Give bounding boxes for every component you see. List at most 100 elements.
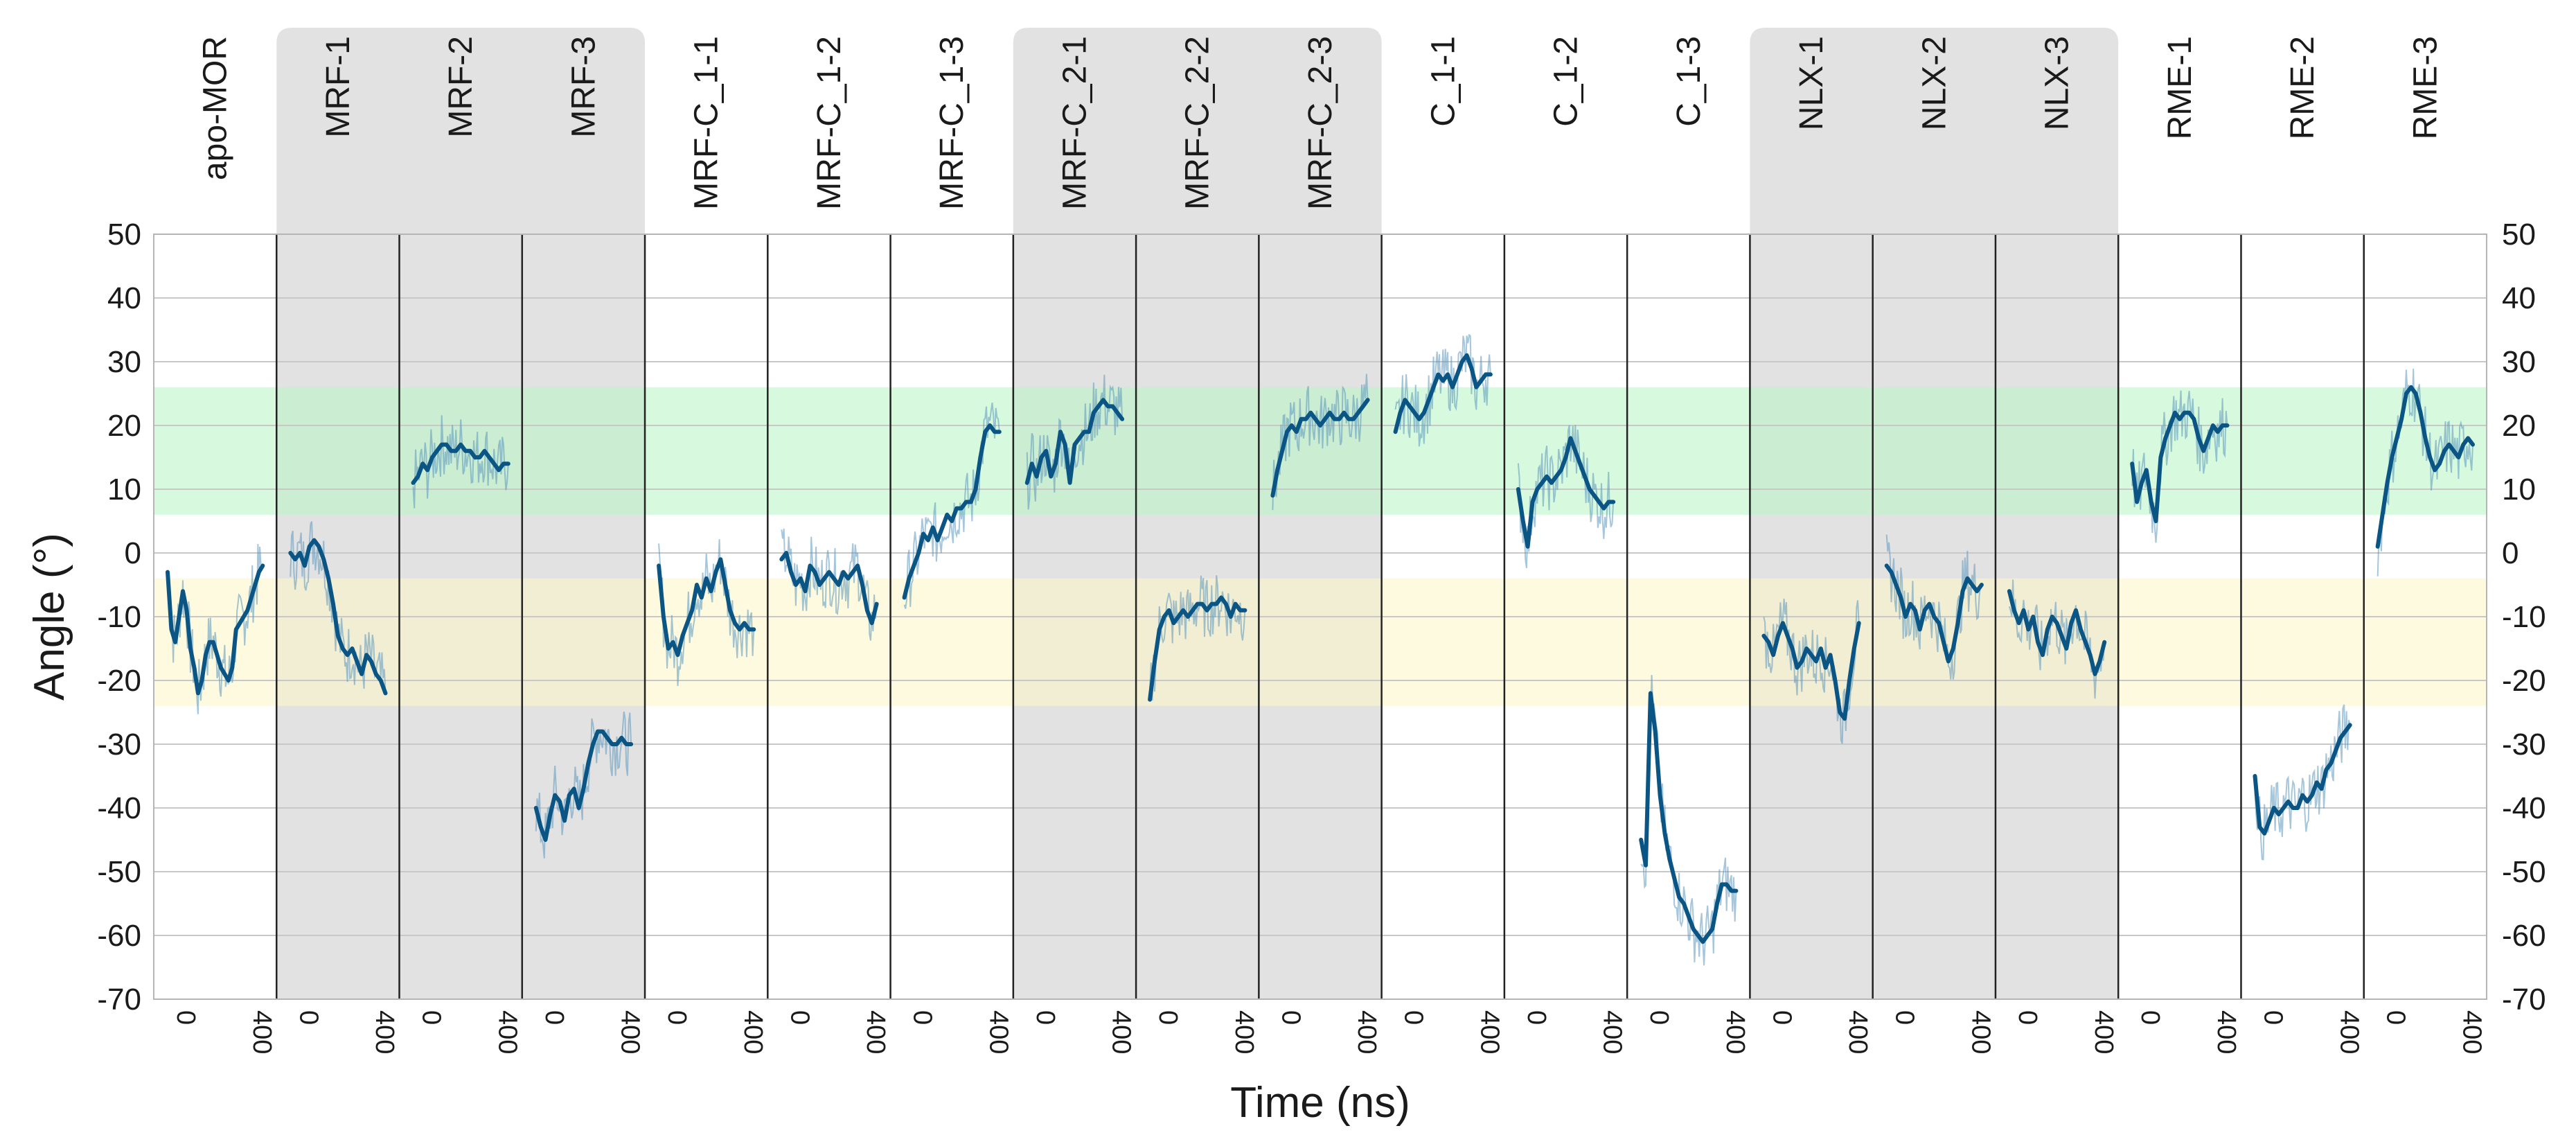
raw-trace-apo-MOR	[167, 544, 264, 714]
y-axis-title: Angle (°)	[26, 533, 73, 701]
x-tick-labels: 0 400 0 400 0 400 0 400 0 400 0 400 0 400 0 400 0 400 0 400…	[171, 1010, 2487, 1054]
y-tick-label: 10	[107, 473, 141, 507]
x-tick-label: 400	[2334, 1010, 2363, 1054]
x-tick-label: 0	[171, 1010, 200, 1025]
x-tick-label: 0	[1522, 1010, 1551, 1025]
y-tick-label: -60	[97, 919, 141, 953]
raw-trace-MRF-2	[412, 415, 509, 509]
mean-lines	[166, 353, 2475, 944]
x-tick-label: 0	[2258, 1010, 2287, 1025]
raw-trace-MRF-C_1-1	[658, 539, 755, 687]
y-tick-label: -30	[2502, 728, 2546, 762]
y-tick-label: -60	[2502, 919, 2546, 953]
x-tick-label: 400	[1352, 1010, 1381, 1054]
series-line-NLX-1	[1761, 621, 1861, 721]
panel-label: MRF-2	[443, 36, 479, 138]
panel-label: NLX-3	[2039, 36, 2076, 130]
raw-trace-RME-3	[2377, 369, 2473, 577]
series-line-MRF-C_2-2	[1148, 595, 1247, 702]
series-line-MRF-C_2-3	[1270, 398, 1370, 498]
panel-label: C_1-2	[1548, 36, 1585, 127]
series-line-NLX-2	[1884, 563, 1984, 664]
series-line-C_1-2	[1516, 436, 1616, 549]
raw-trace-MRF-C_1-2	[781, 528, 878, 641]
panel-label: RME-2	[2284, 36, 2321, 139]
x-tick-label: 400	[984, 1010, 1013, 1054]
y-tick-label: -70	[97, 983, 141, 1017]
series-line-MRF-C_2-1	[1024, 398, 1125, 485]
x-tick-label: 0	[1890, 1010, 1919, 1025]
panel-label: MRF-3	[565, 36, 602, 138]
series-line-MRF-2	[411, 442, 510, 485]
x-tick-label: 0	[540, 1010, 569, 1025]
y-tick-label: 30	[2502, 345, 2536, 379]
y-tick-labels-right: 50 40 30 20 10 0 -10 -20 -30 -40 -50 -60 -70	[2502, 218, 2546, 1017]
series-line-MRF-3	[533, 729, 634, 842]
y-tick-label: 20	[2502, 409, 2536, 443]
x-tick-label: 0	[2135, 1010, 2165, 1025]
x-tick-label: 0	[1276, 1010, 1305, 1025]
x-tick-label: 400	[1598, 1010, 1627, 1054]
y-tick-label: -40	[97, 791, 141, 825]
y-tick-label: 50	[2502, 218, 2536, 252]
x-tick-label: 400	[2212, 1010, 2241, 1054]
y-tick-label: -20	[97, 664, 141, 698]
x-tick-label: 0	[1767, 1010, 1796, 1025]
y-tick-label: 50	[107, 218, 141, 252]
series-line-apo-MOR	[166, 563, 265, 696]
series-line-RME-3	[2375, 385, 2475, 549]
series-line-RME-2	[2253, 723, 2352, 836]
series-line-C_1-3	[1639, 691, 1739, 944]
x-tick-label: 400	[2458, 1010, 2487, 1054]
series-line-MRF-1	[288, 538, 388, 696]
reference-band	[154, 578, 2487, 706]
x-tick-label: 400	[616, 1010, 645, 1054]
x-tick-label: 0	[785, 1010, 814, 1025]
panel-label: MRF-C_1-2	[811, 36, 848, 210]
x-tick-label: 400	[1107, 1010, 1136, 1054]
x-tick-label: 0	[1644, 1010, 1673, 1025]
y-tick-label: -10	[97, 600, 141, 634]
series-line-NLX-3	[2007, 589, 2107, 676]
panel-label: RME-1	[2162, 36, 2199, 139]
raw-trace-RME-2	[2254, 704, 2351, 861]
y-tick-label: 0	[125, 536, 141, 570]
y-tick-label: 0	[2502, 536, 2519, 570]
x-tick-label: 0	[1399, 1010, 1428, 1025]
y-tick-label: -20	[2502, 664, 2546, 698]
x-tick-label: 0	[2381, 1010, 2410, 1025]
panel-label: C_1-1	[1425, 36, 1462, 127]
y-tick-label: 40	[2502, 281, 2536, 315]
series-line-C_1-1	[1393, 353, 1493, 434]
panel-label: MRF-C_2-1	[1056, 36, 1093, 210]
x-axis-title: Time (ns)	[1230, 1079, 1410, 1127]
x-tick-label: 400	[1966, 1010, 1995, 1054]
x-tick-label: 0	[417, 1010, 446, 1025]
y-tick-label: -70	[2502, 983, 2546, 1017]
panel-label: MRF-C_1-1	[689, 36, 725, 210]
x-tick-label: 400	[861, 1010, 890, 1054]
x-tick-label: 400	[247, 1010, 276, 1054]
x-tick-label: 400	[2089, 1010, 2118, 1054]
panel-label: apo-MOR	[197, 36, 234, 180]
y-tick-label: -10	[2502, 600, 2546, 634]
panel-label: MRF-C_2-2	[1180, 36, 1216, 210]
panel-label: NLX-1	[1793, 36, 1830, 130]
panel-label: C_1-3	[1671, 36, 1707, 127]
y-tick-label: -30	[97, 728, 141, 762]
panel-dividers	[276, 234, 2365, 999]
x-tick-label: 400	[1721, 1010, 1750, 1054]
panel-label: MRF-C_1-3	[934, 36, 970, 210]
raw-trace-C_1-2	[1517, 425, 1615, 568]
panel-label: NLX-2	[1916, 36, 1953, 130]
series-line-MRF-C_1-3	[902, 423, 1002, 600]
x-tick-label: 400	[370, 1010, 399, 1054]
panel-label: MRF-1	[320, 36, 357, 138]
y-tick-label: 30	[107, 345, 141, 379]
x-tick-label: 0	[2013, 1010, 2042, 1025]
x-tick-label: 0	[294, 1010, 323, 1025]
y-tick-label: -50	[2502, 855, 2546, 889]
panel-label: RME-3	[2407, 36, 2444, 139]
x-tick-label: 0	[1031, 1010, 1060, 1025]
